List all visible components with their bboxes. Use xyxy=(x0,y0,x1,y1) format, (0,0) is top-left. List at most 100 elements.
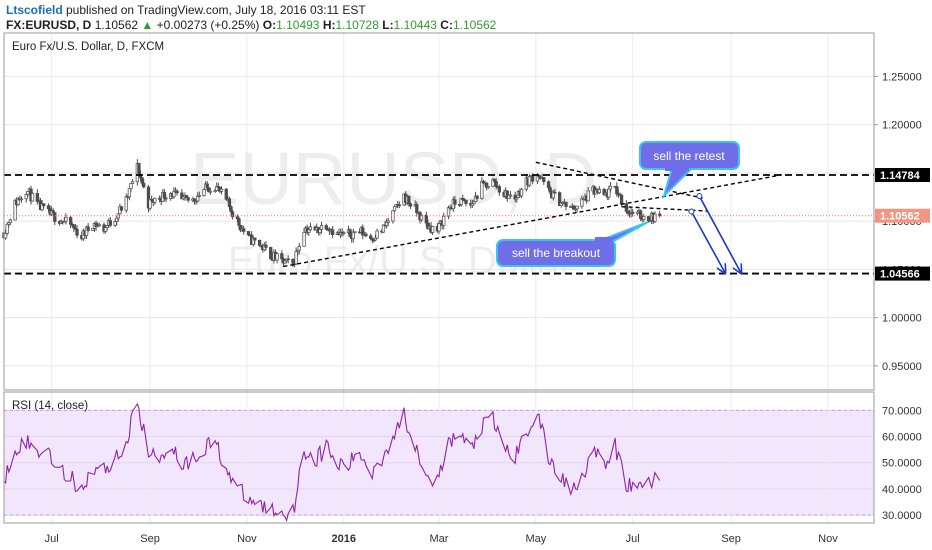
candle-body xyxy=(75,228,79,236)
candle-body xyxy=(631,211,635,214)
candle-body xyxy=(318,229,322,233)
open-label: O: xyxy=(262,18,277,32)
candle-body xyxy=(197,195,201,197)
candle-body xyxy=(348,229,352,237)
candle-body xyxy=(342,232,346,234)
candle-body xyxy=(137,163,141,176)
trend-line[interactable] xyxy=(283,174,783,268)
candle-body xyxy=(242,228,246,232)
rsi-tick-label: 50.0000 xyxy=(882,458,922,470)
arrow-anchor-point[interactable] xyxy=(688,208,695,215)
arrow-anchor-point[interactable] xyxy=(696,193,703,200)
price-tick-label: 1.00000 xyxy=(882,313,922,325)
candle-body xyxy=(153,197,157,203)
trend-line[interactable] xyxy=(621,205,708,212)
price-flag-label: 1.10562 xyxy=(880,211,920,223)
rsi-tick-label: 60.0000 xyxy=(882,432,922,444)
candle-body xyxy=(269,247,273,260)
target-arrow[interactable] xyxy=(698,195,740,272)
candle-body xyxy=(646,216,651,222)
published-text: published on TradingView.com, July 18, 2… xyxy=(62,3,366,17)
candle-body xyxy=(53,212,57,222)
time-tick-label: Sep xyxy=(721,533,741,545)
price-tick-label: 1.20000 xyxy=(882,120,922,132)
target-arrow[interactable] xyxy=(690,211,724,273)
candle-body xyxy=(97,224,101,227)
candle-body xyxy=(519,188,524,197)
rsi-tick-label: 40.0000 xyxy=(882,484,922,496)
candle-body xyxy=(8,219,13,223)
candle-body xyxy=(224,188,228,200)
rsi-pane-border xyxy=(3,391,875,524)
retest-callout-join xyxy=(665,165,689,171)
candle-body xyxy=(619,194,624,205)
change-value: +0.00273 (+0.25%) xyxy=(156,18,260,32)
time-tick-label: May xyxy=(525,533,546,545)
sell-the-retest-callout: sell the retest xyxy=(639,141,740,200)
candle-body xyxy=(486,185,490,188)
candle-body xyxy=(264,244,268,248)
close-label: C: xyxy=(440,18,453,32)
level-price-flag xyxy=(875,167,930,182)
close-value: 1.10562 xyxy=(452,18,497,32)
candle-body xyxy=(46,205,51,209)
author-link[interactable]: Ltscofield xyxy=(6,3,63,17)
low-label: L: xyxy=(382,18,394,32)
candle-body xyxy=(162,192,166,199)
candle-body xyxy=(64,217,68,222)
trend-line[interactable] xyxy=(535,161,703,199)
candle-body xyxy=(86,226,90,231)
candle-body xyxy=(407,195,411,204)
open-value: 1.10493 xyxy=(276,18,320,32)
retest-callout-pointer xyxy=(661,167,695,200)
candle-body xyxy=(442,215,446,226)
candle-body xyxy=(319,225,324,230)
last-price-flag xyxy=(875,208,930,223)
candle-body xyxy=(553,191,557,194)
candle-body xyxy=(142,182,146,188)
candle-body xyxy=(531,175,535,182)
candle-body xyxy=(103,227,108,232)
candle-body xyxy=(257,239,262,246)
candle-body xyxy=(446,207,451,217)
price-tick-label: 1.25000 xyxy=(882,71,922,83)
candle-body xyxy=(129,183,133,190)
time-tick-label: 2016 xyxy=(332,533,356,545)
breakout-callout-text: sell the breakout xyxy=(512,246,601,260)
rsi-tick-label: 70.0000 xyxy=(882,405,922,417)
candle-body xyxy=(384,222,389,226)
candle-body xyxy=(72,224,76,229)
candle-body xyxy=(202,189,206,196)
candle-body xyxy=(164,197,168,200)
time-tick-label: Nov xyxy=(818,533,838,545)
candle-body xyxy=(119,206,124,211)
breakout-callout-join xyxy=(595,237,613,243)
candle-body xyxy=(5,223,9,234)
candle-body xyxy=(140,177,144,184)
level-price-flag xyxy=(875,266,930,281)
price-flag-label: 1.04566 xyxy=(880,269,920,281)
candle-body xyxy=(424,214,428,224)
candle-body xyxy=(302,231,306,247)
candle-body xyxy=(69,217,73,225)
rsi-pane-title: RSI (14, close) xyxy=(12,400,88,412)
candle-body xyxy=(508,194,513,197)
main-pane-title: Euro Fx/U.S. Dollar, D, FXCM xyxy=(12,41,164,53)
candle-body xyxy=(658,213,662,217)
candle-body xyxy=(208,190,213,193)
candle-body xyxy=(124,196,128,211)
time-tick-label: Mar xyxy=(430,533,449,545)
candle-body xyxy=(275,253,279,261)
rsi-line xyxy=(3,402,661,523)
candle-body xyxy=(475,195,479,199)
candle-body xyxy=(330,229,335,236)
low-value: 1.10443 xyxy=(393,18,437,32)
candle-body xyxy=(437,223,441,232)
candle-body xyxy=(42,203,46,207)
candle-body xyxy=(237,218,241,226)
candle-body xyxy=(408,203,413,207)
symbol-label: FX:EURUSD, D xyxy=(6,18,92,32)
candle-body xyxy=(464,199,468,204)
candle-body xyxy=(108,220,113,226)
